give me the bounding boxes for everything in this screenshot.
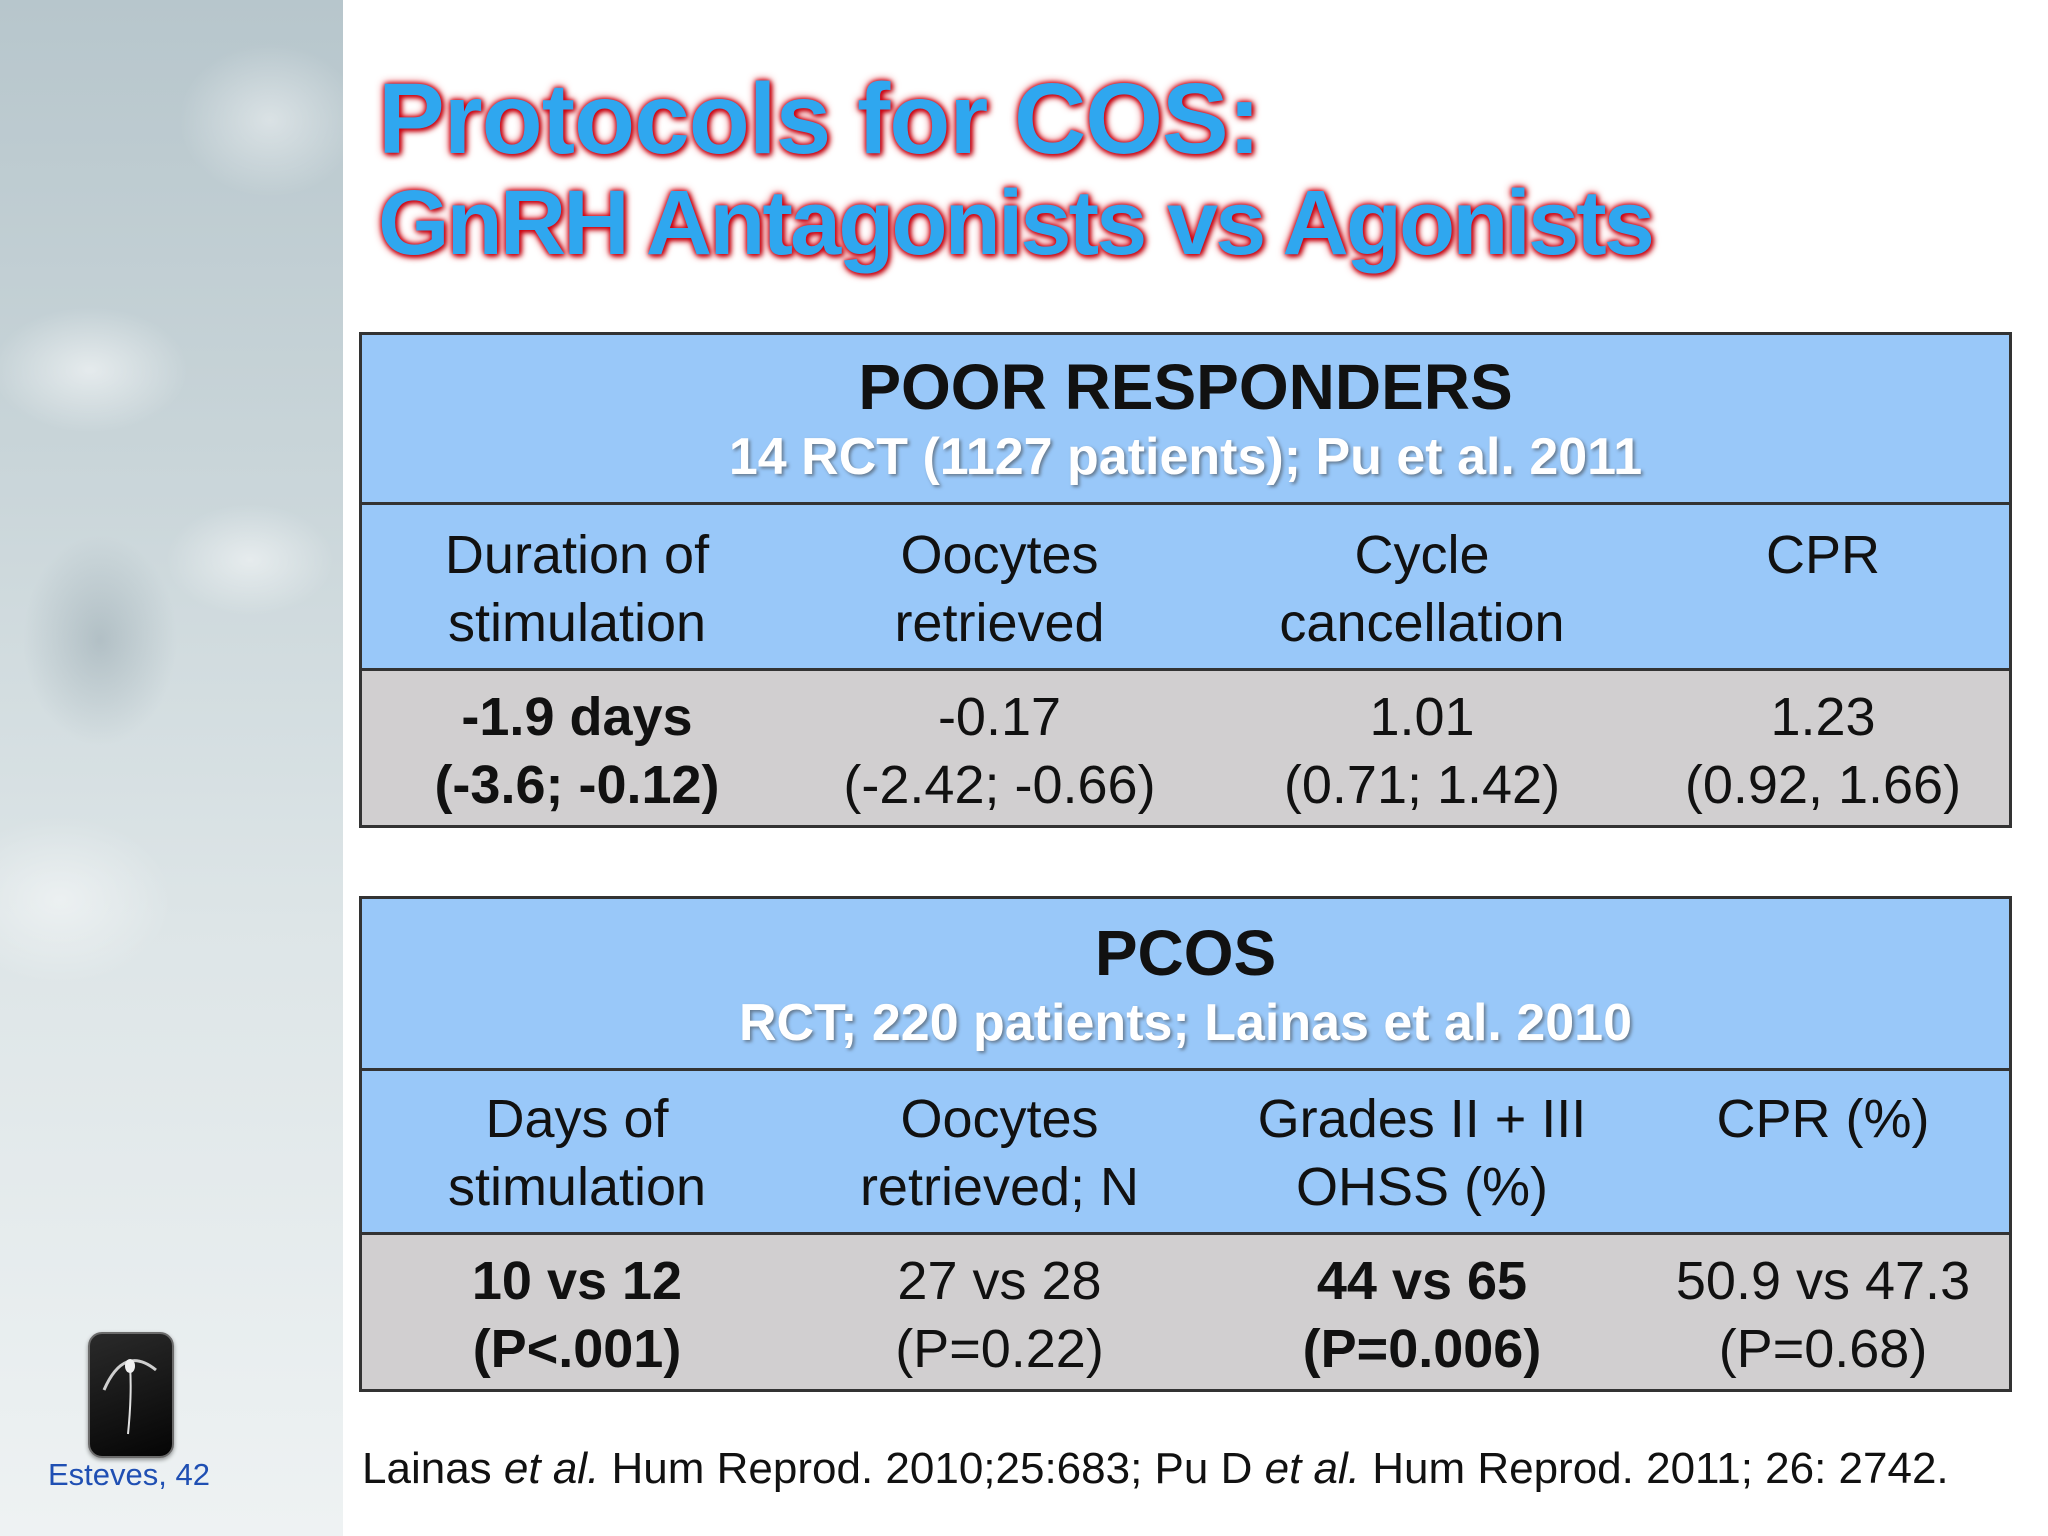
- title-line-2: GnRH Antagonists vs Agonists: [377, 171, 1657, 276]
- poor-responders-column-row: Duration of stimulation Oocytes retrieve…: [362, 505, 2009, 671]
- column-header: Duration of stimulation: [444, 525, 710, 653]
- column-header: CPR (%): [1716, 1089, 1930, 1149]
- column-header: Grades II + III OHSS (%): [1257, 1089, 1587, 1217]
- value-cell: -0.17 (-2.42; -0.66): [843, 687, 1156, 815]
- column-header: CPR: [1765, 525, 1880, 585]
- footer-author-page: Esteves, 42: [48, 1457, 210, 1492]
- value-cell: 50.9 vs 47.3 (P=0.68): [1675, 1251, 1971, 1379]
- pcos-column-row: Days of stimulation Oocytes retrieved; N…: [362, 1071, 2009, 1235]
- references: Lainas et al. Hum Reprod. 2010;25:683; P…: [362, 1444, 1949, 1493]
- pcos-title: PCOS: [1094, 917, 1277, 989]
- pcos-table: PCOS RCT; 220 patients; Lainas et al. 20…: [359, 896, 2012, 1392]
- value-cell: 10 vs 12 (P<.001): [471, 1251, 683, 1379]
- value-cell: 44 vs 65 (P=0.006): [1302, 1251, 1542, 1379]
- poor-responders-header: POOR RESPONDERS 14 RCT (1127 patients); …: [362, 335, 2009, 505]
- column-header: Days of stimulation: [447, 1089, 707, 1217]
- poor-responders-title: POOR RESPONDERS: [858, 351, 1513, 423]
- poor-responders-value-row: -1.9 days (-3.6; -0.12) -0.17 (-2.42; -0…: [362, 671, 2009, 825]
- poor-responders-subtitle: 14 RCT (1127 patients); Pu et al. 2011: [728, 428, 1643, 486]
- pcos-value-row: 10 vs 12 (P<.001) 27 vs 28 (P=0.22) 44 v…: [362, 1235, 2009, 1389]
- value-cell: 27 vs 28 (P=0.22): [895, 1251, 1104, 1379]
- sperm-logo-icon: [88, 1332, 174, 1458]
- pcos-subtitle: RCT; 220 patients; Lainas et al. 2010: [738, 994, 1632, 1052]
- column-header: Oocytes retrieved; N: [859, 1089, 1140, 1217]
- title-line-1: Protocols for COS:: [377, 63, 1263, 176]
- decorative-sidebar: [0, 0, 343, 1536]
- column-header: Oocytes retrieved: [894, 525, 1105, 653]
- slide-title: Protocols for COS: GnRH Antagonists vs A…: [377, 63, 1678, 278]
- poor-responders-table: POOR RESPONDERS 14 RCT (1127 patients); …: [359, 332, 2012, 828]
- value-cell: 1.23 (0.92, 1.66): [1684, 687, 1962, 815]
- pcos-header: PCOS RCT; 220 patients; Lainas et al. 20…: [362, 899, 2009, 1071]
- value-cell: -1.9 days (-3.6; -0.12): [434, 687, 720, 815]
- value-cell: 1.01 (0.71; 1.42): [1283, 687, 1561, 815]
- column-header: Cycle cancellation: [1279, 525, 1565, 653]
